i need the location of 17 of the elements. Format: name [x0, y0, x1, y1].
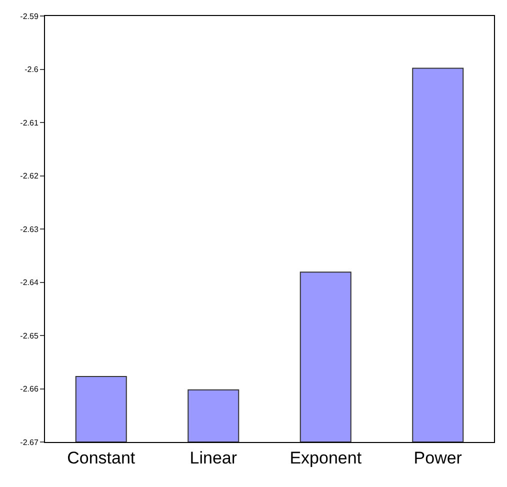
- y-tick-label: -2.67: [20, 438, 39, 447]
- y-tick-label: -2.66: [20, 384, 39, 394]
- x-tick-label: Exponent: [290, 448, 362, 468]
- x-tick-label: Constant: [67, 448, 136, 468]
- y-tick-label: -2.59: [20, 12, 39, 21]
- y-tick-label: -2.6: [24, 65, 39, 74]
- y-tick-label: -2.63: [20, 224, 39, 234]
- y-tick-label: -2.61: [20, 118, 39, 128]
- bar: [412, 68, 464, 442]
- y-tick-label: -2.65: [20, 331, 39, 340]
- y-tick-label: -2.64: [20, 278, 39, 288]
- bar: [188, 389, 240, 442]
- x-tick-label: Linear: [190, 448, 238, 468]
- y-tick-label: -2.62: [20, 172, 39, 181]
- x-tick-label: Power: [414, 448, 462, 468]
- bar: [300, 272, 352, 442]
- bar: [75, 376, 127, 442]
